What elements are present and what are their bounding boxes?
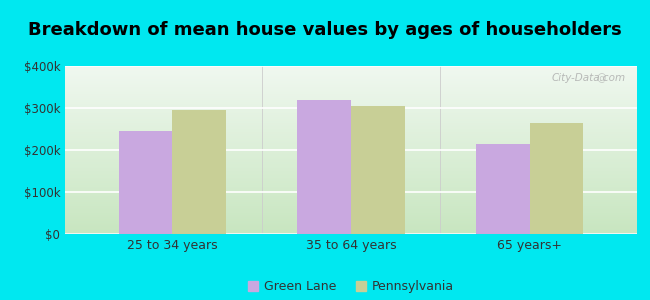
Text: Breakdown of mean house values by ages of householders: Breakdown of mean house values by ages o…	[28, 21, 622, 39]
Text: @: @	[596, 73, 606, 83]
Bar	[476, 144, 530, 234]
Text: City-Data.com: City-Data.com	[551, 73, 625, 83]
Bar	[530, 123, 584, 234]
Bar	[351, 106, 404, 234]
Bar	[172, 110, 226, 234]
Legend: Green Lane, Pennsylvania: Green Lane, Pennsylvania	[243, 275, 459, 298]
Bar	[298, 100, 351, 234]
Bar	[118, 131, 172, 234]
